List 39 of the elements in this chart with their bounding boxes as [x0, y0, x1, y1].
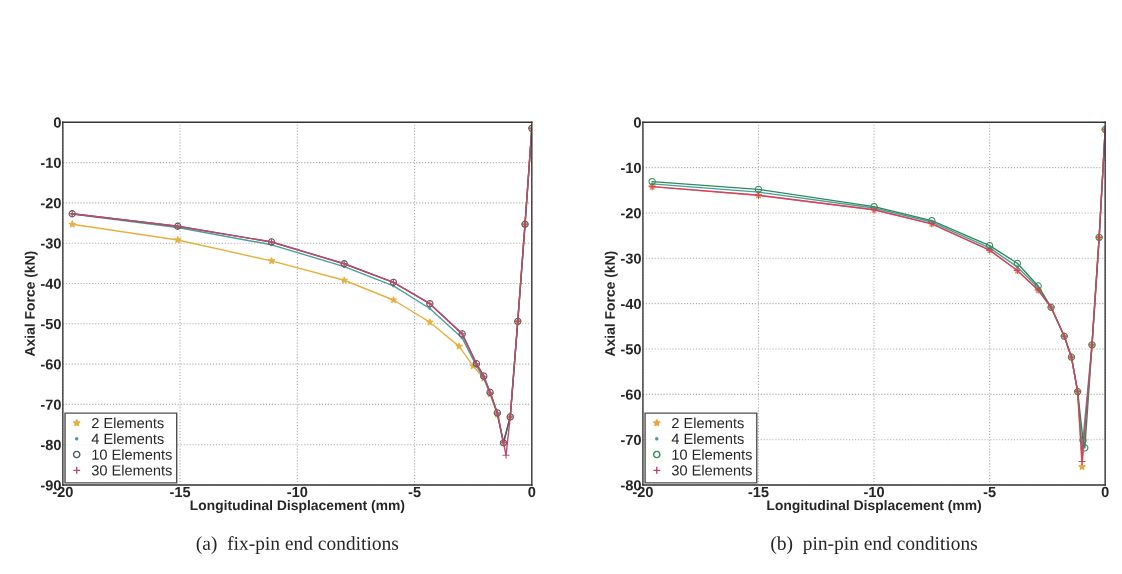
y-tick-label: -20 — [621, 208, 641, 219]
y-tick-label: -20 — [40, 197, 61, 209]
legend-label: 2 Elements — [92, 417, 164, 429]
legend-label: 30 Elements — [91, 464, 172, 476]
legend-label: 4 Elements — [671, 433, 744, 445]
x-tick-label: -10 — [864, 486, 884, 498]
y-axis-title: Axial Force (kN) — [24, 251, 38, 357]
legend-label: 30 Elements — [671, 464, 752, 476]
legend-label: 4 Elements — [91, 433, 164, 445]
y-tick-label: -30 — [40, 238, 61, 249]
y-tick-label: -30 — [621, 253, 641, 264]
y-tick-label: -50 — [621, 344, 641, 355]
legend-label: 10 Elements — [672, 449, 752, 460]
x-axis-title: Longitudinal Displacement (mm) — [190, 500, 405, 514]
y-tick-label: -40 — [621, 298, 641, 310]
y-tick-label: -70 — [40, 399, 61, 410]
y-tick-label: -60 — [621, 389, 641, 400]
y-tick-label: -70 — [621, 434, 641, 446]
y-tick-label: -50 — [40, 318, 61, 330]
x-axis-title: Longitudinal Displacement (mm) — [767, 500, 981, 514]
text: (b) pin-pin end conditions — [771, 536, 978, 554]
x-tick-label: -15 — [748, 486, 769, 498]
legend-label: 10 Elements — [92, 449, 172, 460]
x-tick-label: -5 — [983, 486, 996, 498]
text: (a) fix-pin end conditions — [196, 536, 399, 554]
x-tick-label: -10 — [287, 486, 308, 498]
x-tick-label: -15 — [170, 486, 191, 498]
y-tick-label: -60 — [40, 359, 61, 370]
x-tick-label: 0 — [528, 486, 536, 498]
y-tick-label: 0 — [53, 117, 61, 128]
y-tick-label: -10 — [40, 157, 61, 168]
y-tick-label: -80 — [40, 439, 61, 451]
y-tick-label: -40 — [40, 278, 61, 289]
y-tick-label: 0 — [633, 117, 641, 128]
legend-label: 2 Elements — [672, 417, 744, 429]
x-tick-label: -5 — [408, 486, 421, 498]
y-tick-label: -10 — [621, 162, 641, 174]
x-tick-label: 0 — [1101, 486, 1109, 498]
y-axis-title: Axial Force (kN) — [604, 251, 618, 357]
